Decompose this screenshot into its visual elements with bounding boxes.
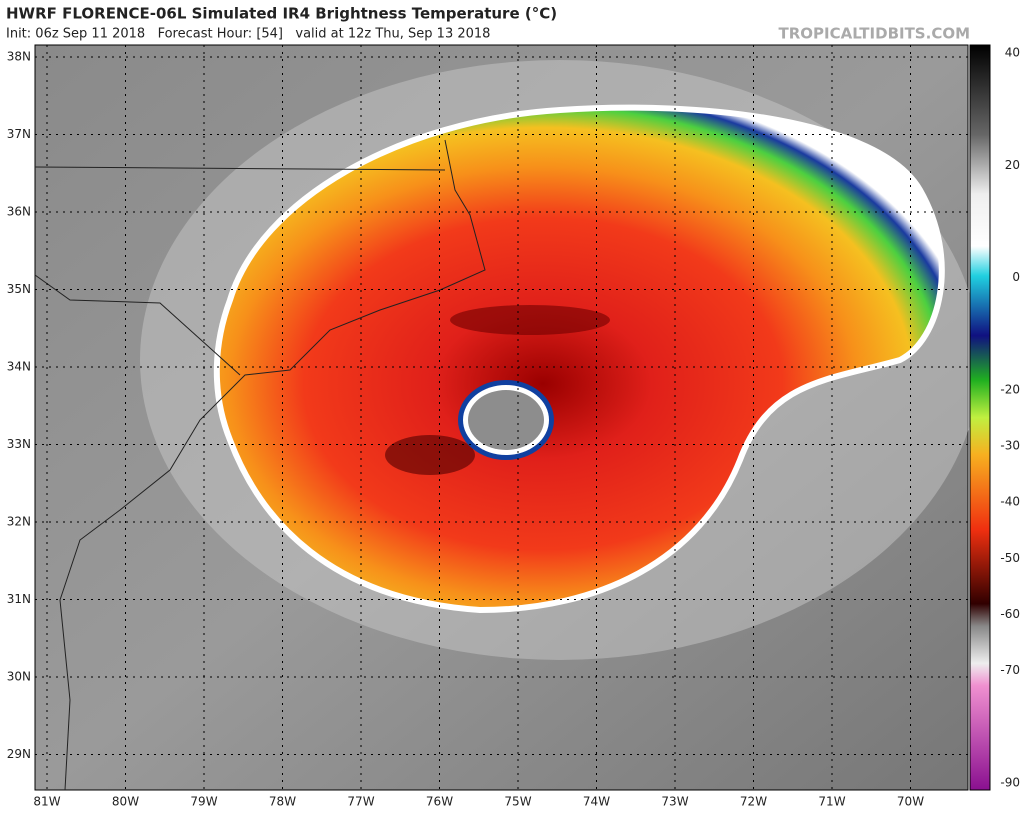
lat-label: 31N xyxy=(7,592,31,606)
lat-label: 29N xyxy=(7,747,31,761)
colorbar-label: 0 xyxy=(1012,270,1020,284)
lon-label: 78W xyxy=(269,795,296,809)
cold-top xyxy=(450,305,610,335)
colorbar-label: -70 xyxy=(1000,663,1020,677)
storm-cloud xyxy=(213,104,945,614)
lat-label: 32N xyxy=(7,515,31,529)
colorbar-label: -40 xyxy=(1000,495,1020,509)
lat-label: 35N xyxy=(7,282,31,296)
colorbar-label: -30 xyxy=(1000,439,1020,453)
lon-label: 70W xyxy=(897,795,924,809)
lon-label: 75W xyxy=(504,795,531,809)
lat-label: 36N xyxy=(7,205,31,219)
lon-label: 74W xyxy=(583,795,610,809)
lon-label: 76W xyxy=(426,795,453,809)
title: HWRF FLORENCE-06L Simulated IR4 Brightne… xyxy=(6,5,557,23)
colorbar-label: -20 xyxy=(1000,382,1020,396)
lat-label: 38N xyxy=(7,50,31,64)
colorbar-label: -60 xyxy=(1000,607,1020,621)
colorbar-label: 20 xyxy=(1005,158,1020,172)
lon-label: 81W xyxy=(33,795,60,809)
lon-label: 77W xyxy=(347,795,374,809)
lat-label: 34N xyxy=(7,360,31,374)
cold-top xyxy=(385,435,475,475)
coastline xyxy=(34,139,486,791)
credit: TROPICALTIDBITS.COM xyxy=(779,25,971,43)
graticule xyxy=(35,45,968,790)
lon-label: 72W xyxy=(740,795,767,809)
lat-label: 33N xyxy=(7,437,31,451)
lon-label: 73W xyxy=(661,795,688,809)
map xyxy=(34,44,980,791)
colorbar-label: -90 xyxy=(1000,776,1020,790)
colorbar xyxy=(969,44,991,791)
lon-label: 79W xyxy=(190,795,217,809)
eye xyxy=(468,390,544,450)
lat-label: 37N xyxy=(7,127,31,141)
lon-label: 71W xyxy=(818,795,845,809)
colorbar-label: -50 xyxy=(1000,551,1020,565)
colorbar-label: 40 xyxy=(1005,46,1020,60)
subtitle: Init: 06z Sep 11 2018 Forecast Hour: [54… xyxy=(6,27,490,42)
lon-label: 80W xyxy=(112,795,139,809)
lat-label: 30N xyxy=(7,670,31,684)
